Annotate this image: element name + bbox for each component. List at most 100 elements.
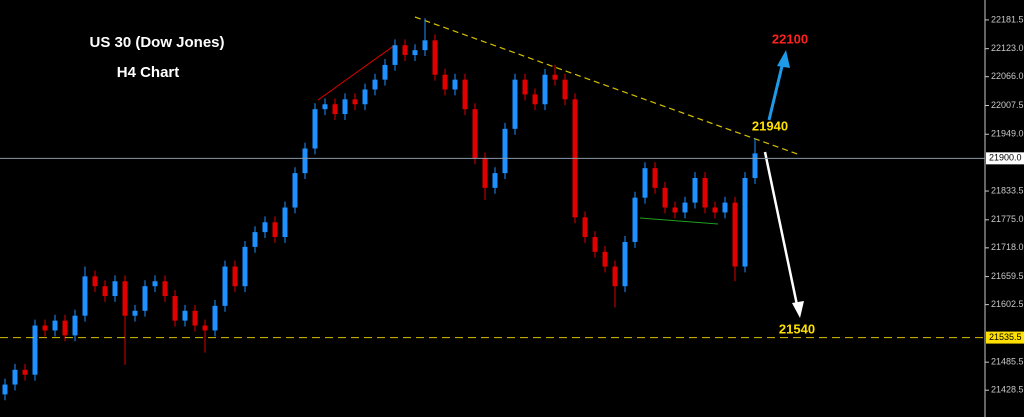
candle-body <box>212 305 218 331</box>
candle-body <box>42 325 48 331</box>
candle-body <box>342 99 348 115</box>
candle-body <box>52 320 58 331</box>
candle-body <box>102 286 108 297</box>
candle-body <box>432 40 438 75</box>
candle-body <box>652 168 658 188</box>
candle-body <box>312 109 318 149</box>
candle-body <box>602 251 608 267</box>
candle-body <box>722 202 728 213</box>
support-label: 21540 <box>779 321 815 336</box>
arrow-down-head <box>792 301 804 318</box>
candle-body <box>682 202 688 213</box>
y-tick-label: 21833.5 <box>991 185 1024 195</box>
candle-body <box>672 207 678 213</box>
candle-body <box>172 296 178 321</box>
candle-body <box>92 276 98 287</box>
candle-body <box>562 79 568 100</box>
target-label: 22100 <box>772 31 808 46</box>
y-tick-label: 22123.0 <box>991 43 1024 53</box>
candle-body <box>582 217 588 238</box>
candle-body <box>442 74 448 90</box>
candle-body <box>82 276 88 316</box>
candle-body <box>182 310 188 321</box>
chart-title: US 30 (Dow Jones) <box>89 34 224 51</box>
candle-body <box>192 310 198 326</box>
candle-body <box>272 222 278 238</box>
price-box <box>986 331 1024 344</box>
candle-body <box>542 74 548 105</box>
arrow-up-head <box>777 50 790 68</box>
candle-body <box>122 281 128 316</box>
candle-body <box>422 40 428 51</box>
trend-line <box>414 16 801 156</box>
candle-body <box>622 241 628 287</box>
candle-body <box>262 222 268 233</box>
candle-body <box>702 178 708 208</box>
candle-body <box>522 79 528 95</box>
candle-body <box>12 369 18 385</box>
candle-body <box>752 153 758 179</box>
y-tick-label: 21949.0 <box>991 129 1024 139</box>
candle-body <box>732 202 738 267</box>
arrow-up <box>767 61 785 121</box>
candle-body <box>552 74 558 80</box>
candle-body <box>352 99 358 105</box>
candle-body <box>512 79 518 129</box>
candle-body <box>32 325 38 375</box>
candle-body <box>742 178 748 267</box>
candle-body <box>462 79 468 110</box>
candle-body <box>362 89 368 105</box>
resistance-label: 21940 <box>752 118 788 133</box>
candle-body <box>252 232 258 247</box>
candles <box>2 18 758 401</box>
candle-body <box>712 207 718 213</box>
candle-body <box>412 50 418 56</box>
candle-body <box>112 281 118 297</box>
candle-body <box>502 128 508 174</box>
y-tick-label: 21718.0 <box>991 242 1024 252</box>
candle-body <box>492 173 498 188</box>
arrow-down <box>763 151 799 306</box>
y-tick-label: 21602.5 <box>991 299 1024 309</box>
y-tick-label: 21659.5 <box>991 271 1024 281</box>
price-box-label: 21900.0 <box>989 153 1022 163</box>
candle-body <box>452 79 458 90</box>
candle-body <box>662 187 668 208</box>
candle-body <box>402 45 408 56</box>
y-tick-label: 22066.0 <box>991 71 1024 81</box>
candle-body <box>222 266 228 306</box>
candle-body <box>152 281 158 287</box>
candle-body <box>292 173 298 208</box>
candle-body <box>372 79 378 90</box>
price-box <box>986 152 1024 165</box>
price-box-label: 21535.5 <box>989 332 1022 342</box>
candle-body <box>232 266 238 287</box>
candle-body <box>382 64 388 80</box>
chart-subtitle: H4 Chart <box>117 64 180 81</box>
candle-body <box>142 286 148 311</box>
candle-body <box>72 315 78 336</box>
candle-body <box>162 281 168 297</box>
candle-body <box>592 237 598 252</box>
candle-body <box>22 369 28 375</box>
channel-line <box>317 44 396 101</box>
channel-line <box>639 217 719 225</box>
candle-body <box>202 325 208 331</box>
candle-body <box>332 104 338 115</box>
y-tick-label: 21428.5 <box>991 385 1024 395</box>
candle-body <box>242 246 248 287</box>
candle-body <box>632 197 638 242</box>
y-tick-label: 21485.5 <box>991 357 1024 367</box>
candle-body <box>692 178 698 203</box>
candle-body <box>472 109 478 159</box>
candle-body <box>642 168 648 198</box>
y-tick-label: 22181.5 <box>991 14 1024 24</box>
candle-body <box>612 266 618 287</box>
y-tick-label: 21775.0 <box>991 214 1024 224</box>
candle-body <box>482 158 488 188</box>
candle-body <box>302 148 308 174</box>
candle-body <box>392 45 398 65</box>
candle-body <box>62 320 68 336</box>
